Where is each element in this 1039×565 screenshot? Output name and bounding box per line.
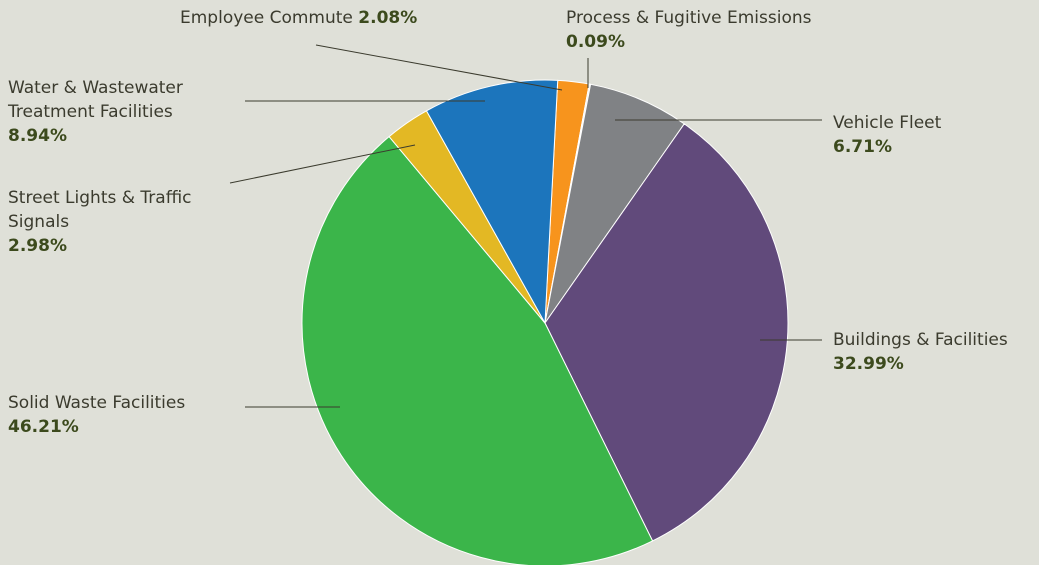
category-label: Street Lights & Traffic Signals [8,188,192,232]
value-label: 0.09% [566,32,625,52]
leader-line [315,44,563,91]
pie-slice [425,79,559,325]
slice-label: Buildings & Facilities 32.99% [833,328,1008,376]
value-label: 46.21% [8,417,79,437]
value-label: 32.99% [833,354,904,374]
category-label: Vehicle Fleet [833,113,942,133]
category-label: Buildings & Facilities [833,330,1008,350]
value-label: 2.98% [8,236,67,256]
slice-label: Vehicle Fleet 6.71% [833,111,941,159]
value-label: 8.94% [8,126,67,146]
slice-label: Employee Commute 2.08% [180,6,417,30]
value-label: 2.08% [358,8,418,28]
slice-label: Street Lights & Traffic Signals 2.98% [8,186,233,258]
category-label: Process & Fugitive Emissions [566,8,812,28]
leader-line [229,144,416,184]
pie-slice [544,123,789,542]
category-label: Solid Waste Facilities [8,393,186,413]
pie-slice [301,135,654,565]
leader-lines [229,44,822,408]
value-label: 6.71% [833,137,892,157]
slice-label: Water & Wastewater Treatment Facilities 8… [8,76,248,148]
category-label: Water & Wastewater Treatment Facilities [8,78,183,122]
category-label: Employee Commute [180,8,353,28]
slice-label: Process & Fugitive Emissions 0.09% [566,6,812,54]
slice-label: Solid Waste Facilities 46.21% [8,391,185,439]
